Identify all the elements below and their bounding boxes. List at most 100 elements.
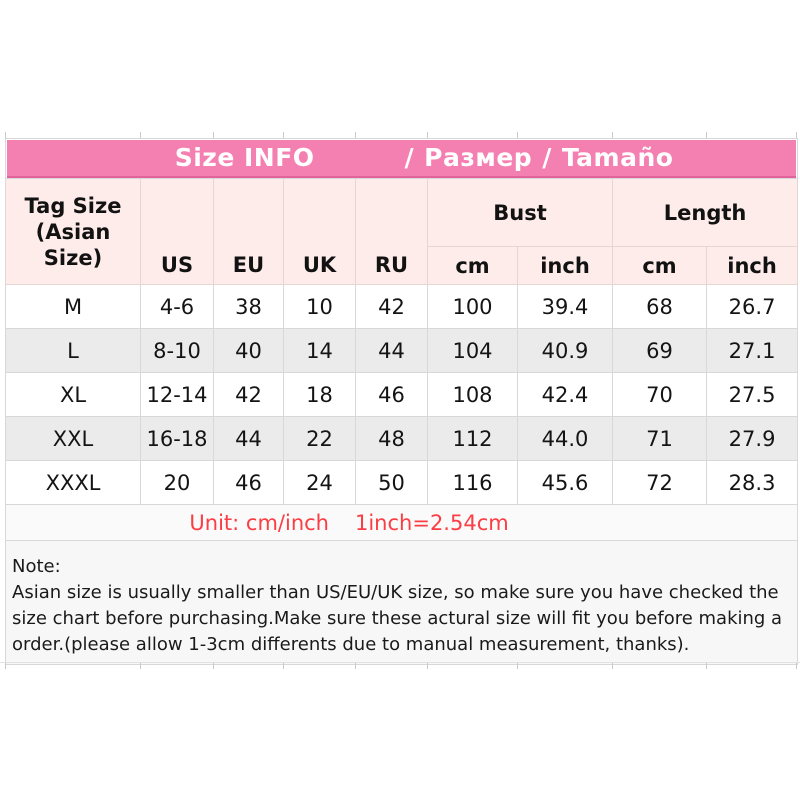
- header-uk: UK: [283, 178, 356, 285]
- header-length-cm: cm: [612, 246, 707, 285]
- uk-cell: 18: [283, 372, 356, 417]
- note-row: Note: Asian size is usually smaller than…: [4, 540, 799, 665]
- grid-tick: [706, 132, 707, 138]
- grid-tick: [5, 663, 6, 669]
- grid-tick: [355, 663, 356, 669]
- grid-tick: [283, 663, 284, 669]
- eu-cell: 46: [213, 460, 284, 505]
- header-length-group: Length: [611, 178, 799, 247]
- note-heading: Note:: [12, 556, 61, 577]
- uk-cell: 14: [283, 328, 356, 373]
- grid-tick: [283, 132, 284, 138]
- banner-separator: /: [404, 143, 415, 172]
- uk-cell: 10: [283, 284, 356, 329]
- header-length-inch: inch: [705, 246, 799, 285]
- ru-cell: 42: [355, 284, 428, 329]
- bust-cm-cell: 116: [427, 460, 518, 505]
- unit-label: Unit: cm/inch: [189, 510, 329, 535]
- banner-row: Size INFO / Размер / Tamaño: [4, 138, 799, 179]
- grid-tick: [517, 132, 518, 138]
- grid-tick: [612, 663, 613, 669]
- grid-ticks-bottom: [0, 663, 800, 669]
- grid-tick: [796, 132, 797, 138]
- banner-title-es: Tamaño: [561, 143, 674, 172]
- length-cm-cell: 70: [612, 372, 707, 417]
- grid-tick: [427, 132, 428, 138]
- ru-cell: 50: [355, 460, 428, 505]
- size-cell: L: [5, 328, 141, 373]
- us-cell: 12-14: [140, 372, 214, 417]
- grid-tick: [427, 663, 428, 669]
- banner-cell: Size INFO / Размер / Tamaño: [4, 138, 799, 179]
- bust-inch-cell: 39.4: [517, 284, 613, 329]
- grid-tick: [612, 132, 613, 138]
- bust-inch-cell: 44.0: [517, 416, 613, 461]
- banner-title-en: Size INFO: [174, 143, 315, 172]
- header-us: US: [140, 178, 214, 285]
- eu-cell: 44: [213, 416, 284, 461]
- ru-cell: 48: [355, 416, 428, 461]
- header-bust-cm: cm: [427, 246, 518, 285]
- banner-title-ru: Размер: [424, 143, 533, 172]
- table-row-xxl: XXL 16-18 44 22 48 112 44.0 71 27.9: [5, 416, 799, 461]
- eu-cell: 40: [213, 328, 284, 373]
- unit-conversion: 1inch=2.54cm: [354, 510, 509, 535]
- bust-cm-cell: 112: [427, 416, 518, 461]
- note-body: Asian size is usually smaller than US/EU…: [12, 582, 783, 655]
- size-table: Size INFO / Размер / Tamaño Tag Size (As…: [4, 138, 799, 665]
- length-inch-cell: 27.1: [705, 328, 799, 373]
- grid-tick: [140, 663, 141, 669]
- length-inch-cell: 26.7: [705, 284, 799, 329]
- size-cell: M: [5, 284, 141, 329]
- size-cell: XXL: [5, 416, 141, 461]
- header-row-units: cm inch cm inch: [6, 246, 799, 285]
- header-tag-size-line: (Asian: [35, 219, 111, 244]
- header-tag-size-line: Tag Size: [24, 193, 122, 218]
- grid-tick: [706, 663, 707, 669]
- length-cm-cell: 72: [612, 460, 707, 505]
- header-tag-size: Tag Size (Asian Size): [5, 178, 141, 285]
- grid-tick: [517, 663, 518, 669]
- length-inch-cell: 28.3: [705, 460, 799, 505]
- header-bust-inch: inch: [517, 246, 613, 285]
- size-cell: XL: [5, 372, 141, 417]
- bust-inch-cell: 45.6: [517, 460, 613, 505]
- size-info-banner: Size INFO / Размер / Tamaño: [7, 139, 797, 178]
- table-row-l: L 8-10 40 14 44 104 40.9 69 27.1: [5, 328, 799, 373]
- note-cell: Note: Asian size is usually smaller than…: [4, 540, 799, 665]
- length-cm-cell: 68: [612, 284, 707, 329]
- grid-tick: [140, 132, 141, 138]
- ru-cell: 46: [355, 372, 428, 417]
- grid-tick: [213, 663, 214, 669]
- grid-tick: [213, 132, 214, 138]
- eu-cell: 38: [213, 284, 284, 329]
- size-cell: XXXL: [5, 460, 141, 505]
- bust-cm-cell: 108: [427, 372, 518, 417]
- grid-tick: [355, 132, 356, 138]
- unit-text: Unit: cm/inch 1inch=2.54cm: [7, 510, 797, 535]
- bust-cm-cell: 100: [427, 284, 518, 329]
- ru-cell: 44: [355, 328, 428, 373]
- uk-cell: 22: [283, 416, 356, 461]
- header-tag-size-line: Size): [43, 245, 103, 270]
- bust-inch-cell: 42.4: [517, 372, 613, 417]
- grid-tick: [5, 132, 6, 138]
- grid-ticks-top: [0, 132, 800, 138]
- header-row-groups: Tag Size (Asian Size) US EU UK RU Bust L…: [5, 178, 799, 285]
- bust-inch-cell: 40.9: [517, 328, 613, 373]
- unit-row: Unit: cm/inch 1inch=2.54cm: [4, 504, 799, 541]
- us-cell: 20: [140, 460, 214, 505]
- banner-separator: /: [542, 143, 552, 172]
- table-row-xl: XL 12-14 42 18 46 108 42.4 70 27.5: [5, 372, 799, 417]
- length-cm-cell: 69: [612, 328, 707, 373]
- us-cell: 16-18: [140, 416, 214, 461]
- header-bust-group: Bust: [427, 178, 613, 247]
- us-cell: 8-10: [140, 328, 214, 373]
- table-row-xxxl: XXXL 20 46 24 50 116 45.6 72 28.3: [5, 460, 799, 505]
- header-eu: EU: [213, 178, 284, 285]
- length-cm-cell: 71: [612, 416, 707, 461]
- length-inch-cell: 27.5: [705, 372, 799, 417]
- us-cell: 4-6: [140, 284, 214, 329]
- eu-cell: 42: [213, 372, 284, 417]
